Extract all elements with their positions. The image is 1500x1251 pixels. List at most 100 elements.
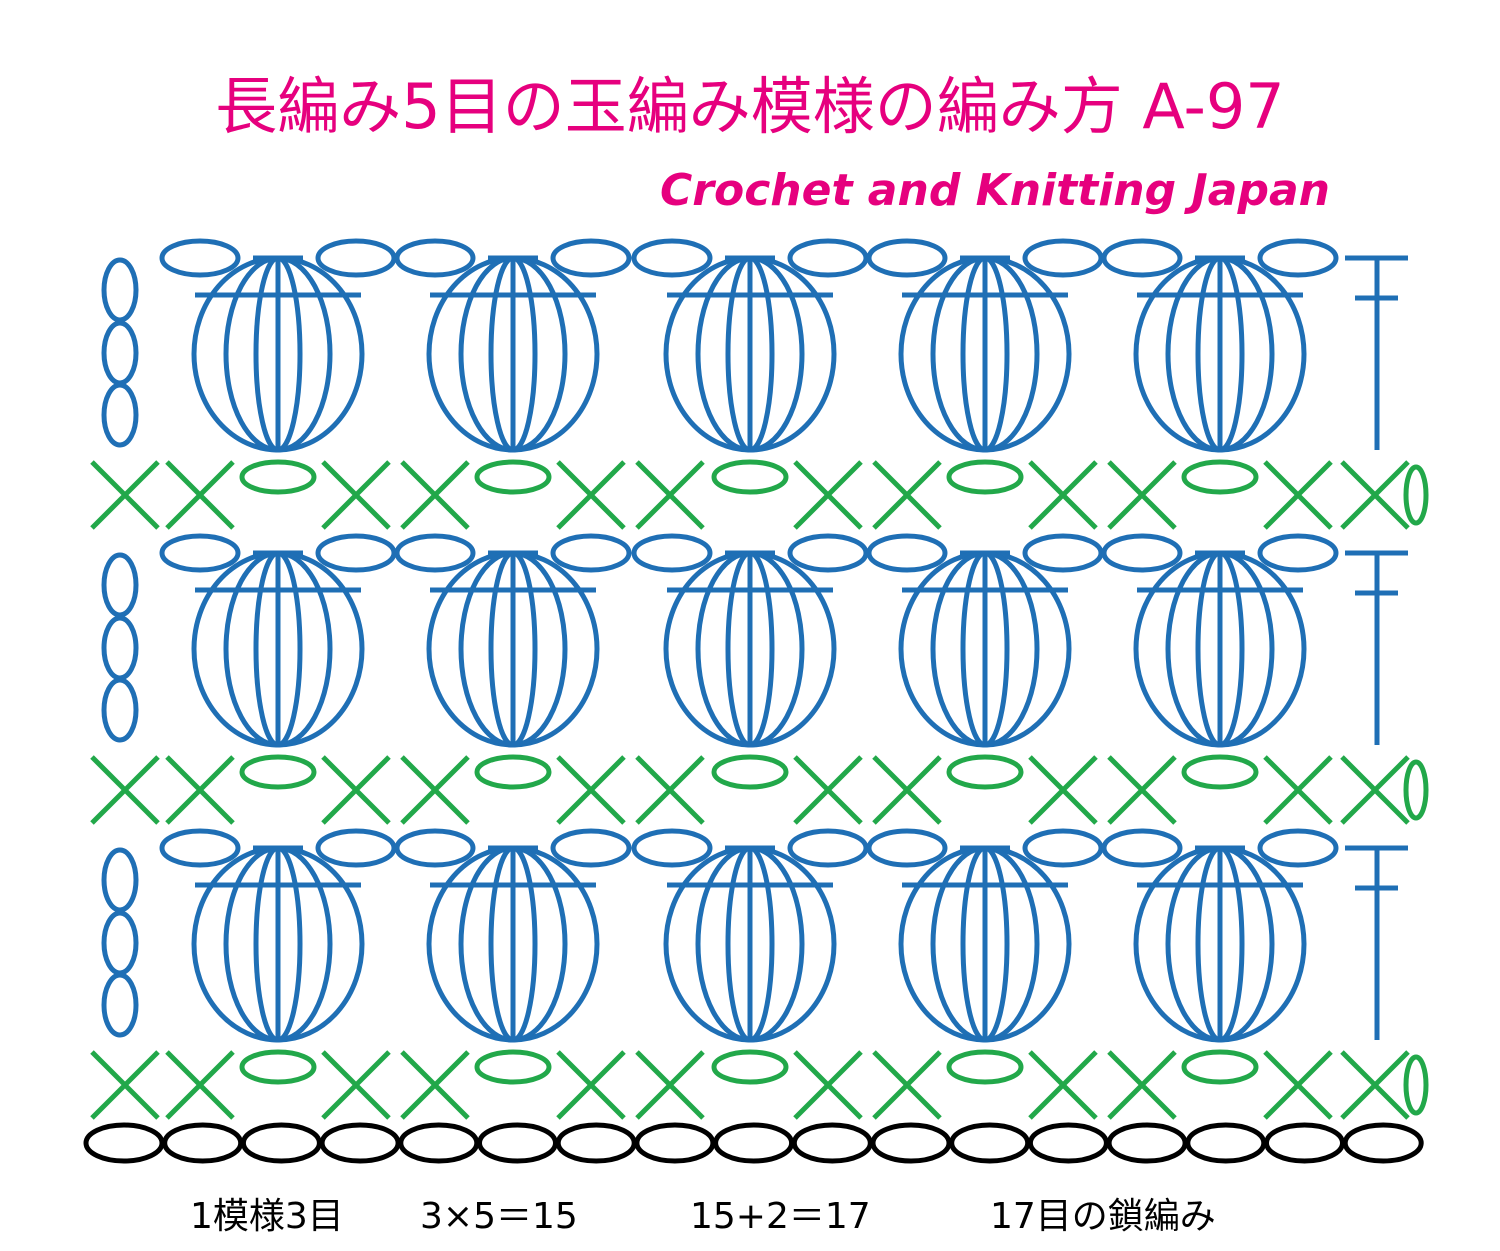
puff-loop bbox=[253, 845, 303, 1043]
sc-stitch bbox=[90, 1050, 160, 1120]
foundation-chain bbox=[555, 1122, 637, 1164]
chain-stitch bbox=[315, 533, 397, 573]
chain-stitch bbox=[1022, 828, 1104, 868]
puff-loop bbox=[1195, 550, 1245, 748]
chain-stitch bbox=[631, 533, 713, 573]
foundation-chain bbox=[162, 1122, 244, 1164]
chain-stitch bbox=[787, 533, 869, 573]
sc-stitch bbox=[635, 460, 705, 530]
sc-stitch bbox=[90, 755, 160, 825]
chain-stitch bbox=[101, 847, 139, 913]
sc-stitch bbox=[400, 1050, 470, 1120]
chain-stitch bbox=[550, 828, 632, 868]
chain-stitch bbox=[1022, 533, 1104, 573]
chain-stitch bbox=[101, 257, 139, 323]
chain-stitch bbox=[159, 533, 241, 573]
sc-stitch bbox=[635, 755, 705, 825]
sc-stitch bbox=[1107, 1050, 1177, 1120]
chain-stitch bbox=[866, 828, 948, 868]
foundation-chain bbox=[791, 1122, 873, 1164]
sc-stitch bbox=[90, 460, 160, 530]
sc-stitch bbox=[556, 755, 626, 825]
foundation-chain bbox=[240, 1122, 322, 1164]
chain-stitch bbox=[711, 754, 789, 790]
sc-stitch bbox=[793, 755, 863, 825]
chain-stitch bbox=[101, 677, 139, 743]
sc-stitch bbox=[1340, 1050, 1410, 1120]
chain-stitch bbox=[866, 533, 948, 573]
footer-note: 17目の鎖編み bbox=[990, 1196, 1216, 1237]
foundation-chain bbox=[949, 1122, 1031, 1164]
chain-stitch bbox=[474, 459, 552, 495]
sc-stitch bbox=[321, 460, 391, 530]
foundation-chain bbox=[1342, 1122, 1424, 1164]
chain-stitch bbox=[101, 552, 139, 618]
chain-stitch bbox=[1022, 238, 1104, 278]
foundation-chain bbox=[477, 1122, 558, 1164]
puff-loop bbox=[1195, 845, 1245, 1043]
chain-stitch bbox=[631, 828, 713, 868]
foundation-chain bbox=[398, 1122, 480, 1164]
footer-note: 15+2＝17 bbox=[690, 1196, 871, 1237]
sc-stitch bbox=[165, 460, 235, 530]
sc-stitch bbox=[1263, 755, 1333, 825]
sc-stitch bbox=[1028, 1050, 1098, 1120]
chain-stitch bbox=[1101, 238, 1183, 278]
chain-stitch bbox=[946, 459, 1024, 495]
foundation-chain bbox=[870, 1122, 952, 1164]
chain-stitch bbox=[550, 533, 632, 573]
chain-stitch bbox=[101, 910, 139, 976]
subtitle: Crochet and Knitting Japan bbox=[660, 165, 1330, 216]
foundation-chain bbox=[1264, 1122, 1345, 1164]
chain-stitch bbox=[1101, 533, 1183, 573]
sc-stitch bbox=[1028, 460, 1098, 530]
puff-loop bbox=[960, 845, 1010, 1043]
sc-stitch bbox=[872, 460, 942, 530]
chain-stitch bbox=[1257, 533, 1339, 573]
chain-stitch bbox=[101, 615, 139, 681]
sc-stitch bbox=[400, 460, 470, 530]
chain-stitch bbox=[1257, 238, 1339, 278]
chain-stitch bbox=[159, 238, 241, 278]
chain-stitch bbox=[1101, 828, 1183, 868]
foundation-chain bbox=[634, 1122, 716, 1164]
sc-stitch bbox=[1107, 460, 1177, 530]
chain-stitch bbox=[239, 754, 317, 790]
chain-stitch bbox=[946, 1049, 1024, 1085]
sc-stitch bbox=[1028, 755, 1098, 825]
chain-stitch bbox=[1257, 828, 1339, 868]
puff-loop bbox=[253, 550, 303, 748]
chain-stitch bbox=[866, 238, 948, 278]
turning-chain bbox=[1403, 759, 1429, 821]
sc-stitch bbox=[872, 755, 942, 825]
chain-stitch bbox=[787, 828, 869, 868]
chain-stitch bbox=[315, 238, 397, 278]
sc-stitch bbox=[400, 755, 470, 825]
chain-stitch bbox=[101, 972, 139, 1038]
chain-stitch bbox=[1181, 754, 1259, 790]
chain-stitch bbox=[101, 320, 139, 386]
footer-note: 1模様3目 bbox=[190, 1196, 344, 1237]
sc-stitch bbox=[556, 1050, 626, 1120]
foundation-chain bbox=[83, 1122, 165, 1164]
sc-stitch bbox=[793, 1050, 863, 1120]
sc-stitch bbox=[1107, 755, 1177, 825]
chain-stitch bbox=[394, 533, 476, 573]
sc-stitch bbox=[321, 755, 391, 825]
foundation-chain bbox=[1027, 1122, 1109, 1164]
puff-loop bbox=[960, 550, 1010, 748]
chain-stitch bbox=[550, 238, 632, 278]
chain-stitch bbox=[239, 459, 317, 495]
chain-stitch bbox=[1181, 1049, 1259, 1085]
footer-note: 3×5＝15 bbox=[420, 1196, 578, 1237]
sc-stitch bbox=[635, 1050, 705, 1120]
puff-loop bbox=[253, 255, 303, 453]
foundation-chain bbox=[713, 1122, 795, 1164]
chain-stitch bbox=[946, 754, 1024, 790]
chain-stitch bbox=[1181, 459, 1259, 495]
sc-stitch bbox=[556, 460, 626, 530]
chain-stitch bbox=[394, 238, 476, 278]
chain-stitch bbox=[239, 1049, 317, 1085]
title: 長編み5目の玉編み模様の編み方 A-97 bbox=[215, 70, 1284, 143]
